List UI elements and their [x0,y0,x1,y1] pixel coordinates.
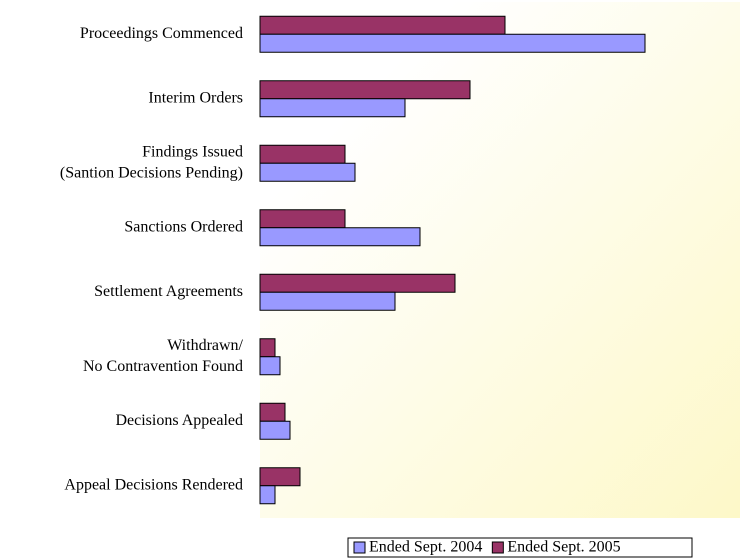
bar [259,338,276,358]
bar [259,485,276,505]
bar [259,402,286,422]
bar [259,291,396,311]
y-tick-label: Withdrawn/ [167,337,243,354]
bar [259,273,456,293]
bar [259,356,281,376]
y-tick-label: Decisions Appealed [115,412,243,429]
plot-area [260,2,740,518]
y-tick-label: Interim Orders [148,89,243,106]
bar [259,420,291,440]
y-tick-label: Sanctions Ordered [124,218,243,235]
y-tick-label: Settlement Agreements [94,283,243,300]
bar [259,162,356,182]
bar [259,227,421,247]
y-tick-label: No Contravention Found [83,358,243,375]
legend: Ended Sept. 2004 Ended Sept. 2005 [347,537,693,558]
y-tick-label: Findings Issued [142,143,243,160]
legend-swatch [353,541,366,554]
y-tick-label: (Santion Decisions Pending) [60,164,243,181]
y-tick-label: Proceedings Commenced [80,25,243,42]
legend-box [347,537,693,558]
legend-label: Ended Sept. 2005 [507,539,620,556]
bar [259,98,406,118]
legend-label: Ended Sept. 2004 [369,539,482,556]
bar [259,15,506,35]
bar [259,144,346,164]
bar [259,467,301,487]
bar [259,209,346,229]
bar [259,33,646,53]
bar [259,80,471,100]
legend-swatch [491,541,504,554]
y-tick-label: Appeal Decisions Rendered [64,476,243,493]
